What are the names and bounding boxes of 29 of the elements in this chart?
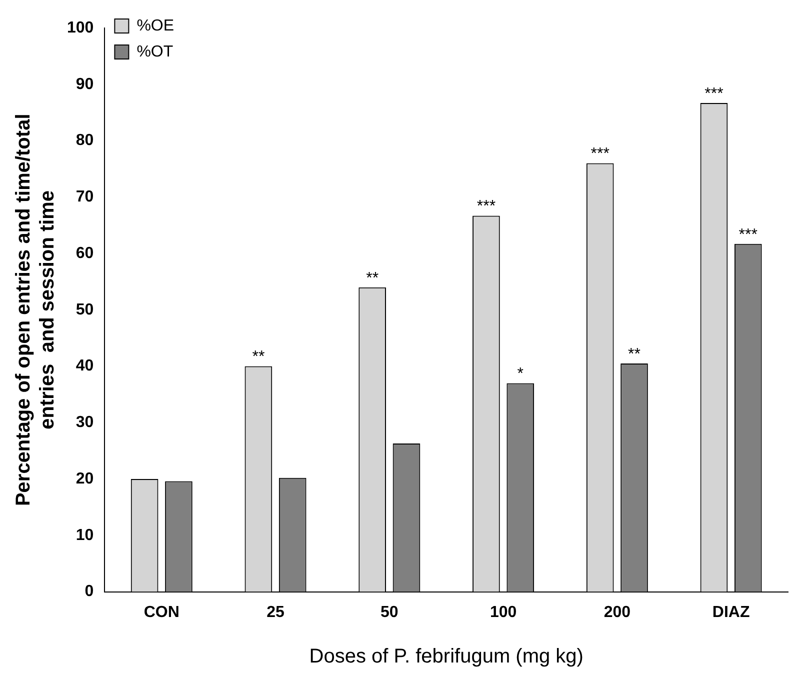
annotation: *** xyxy=(738,226,758,244)
y-tick-label: 20 xyxy=(76,470,94,488)
y-tick-label: 40 xyxy=(76,358,94,375)
x-axis-title: Doses of P. febrifugum (mg kg) xyxy=(309,646,584,668)
x-tick-label: DIAZ xyxy=(712,604,750,621)
legend-label: %OE xyxy=(136,17,174,34)
y-tick-label: 90 xyxy=(76,76,94,93)
annotation: ** xyxy=(628,346,640,363)
y-tick-label: 50 xyxy=(76,301,94,318)
x-tick-label: 200 xyxy=(604,604,631,621)
annotation: *** xyxy=(704,85,724,102)
annotation: * xyxy=(517,366,524,383)
y-axis-title: Percentage of open entries and time/total entries and session time xyxy=(12,114,59,506)
annotation: ** xyxy=(366,270,379,287)
x-tick-label: 100 xyxy=(490,604,517,621)
y-tick-label: 30 xyxy=(76,414,94,432)
y-tick-label: 70 xyxy=(76,188,94,206)
x-tick-label: 50 xyxy=(380,604,398,621)
y-tick-label: 80 xyxy=(76,132,94,150)
x-tick-label: 25 xyxy=(266,604,285,621)
legend-label: %OT xyxy=(136,43,174,60)
annotation: ** xyxy=(252,348,265,366)
annotation: *** xyxy=(590,146,610,163)
y-tick-label: 10 xyxy=(76,526,94,544)
annotation: *** xyxy=(476,198,496,216)
y-tick-label: 60 xyxy=(76,244,94,262)
y-tick-label: 100 xyxy=(66,19,94,36)
y-tick-label: 0 xyxy=(84,583,94,600)
x-tick-label: CON xyxy=(144,604,180,621)
